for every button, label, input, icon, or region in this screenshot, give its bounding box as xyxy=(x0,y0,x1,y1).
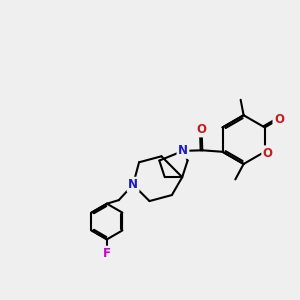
Text: N: N xyxy=(128,178,138,191)
Text: O: O xyxy=(263,147,273,160)
Text: N: N xyxy=(178,144,188,158)
Text: O: O xyxy=(274,113,284,126)
Text: F: F xyxy=(103,247,111,260)
Text: O: O xyxy=(197,123,207,136)
